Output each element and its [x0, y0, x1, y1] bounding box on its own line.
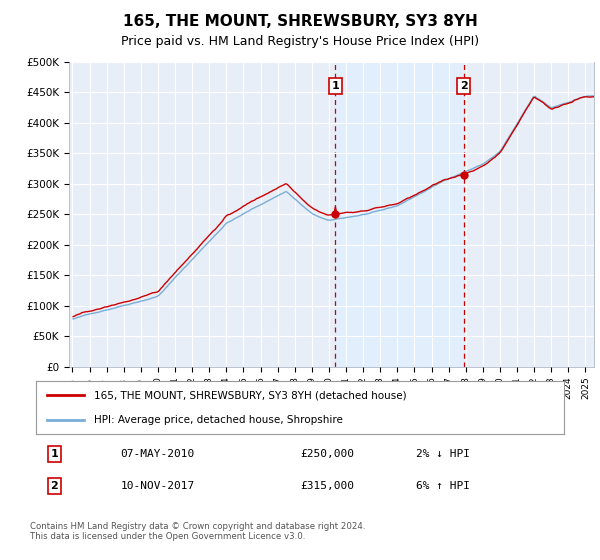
Text: £315,000: £315,000 — [300, 481, 354, 491]
Text: HPI: Average price, detached house, Shropshire: HPI: Average price, detached house, Shro… — [94, 414, 343, 424]
Text: 165, THE MOUNT, SHREWSBURY, SY3 8YH (detached house): 165, THE MOUNT, SHREWSBURY, SY3 8YH (det… — [94, 390, 407, 400]
Text: 6% ↑ HPI: 6% ↑ HPI — [416, 481, 470, 491]
Text: 2% ↓ HPI: 2% ↓ HPI — [416, 449, 470, 459]
Text: Price paid vs. HM Land Registry's House Price Index (HPI): Price paid vs. HM Land Registry's House … — [121, 35, 479, 48]
Text: 2: 2 — [50, 481, 58, 491]
Text: Contains HM Land Registry data © Crown copyright and database right 2024.
This d: Contains HM Land Registry data © Crown c… — [30, 522, 365, 542]
Text: 2: 2 — [460, 81, 467, 91]
Text: 1: 1 — [331, 81, 339, 91]
Text: £250,000: £250,000 — [300, 449, 354, 459]
Text: 07-MAY-2010: 07-MAY-2010 — [121, 449, 195, 459]
Text: 165, THE MOUNT, SHREWSBURY, SY3 8YH: 165, THE MOUNT, SHREWSBURY, SY3 8YH — [122, 14, 478, 29]
Text: 1: 1 — [50, 449, 58, 459]
Text: 10-NOV-2017: 10-NOV-2017 — [121, 481, 195, 491]
